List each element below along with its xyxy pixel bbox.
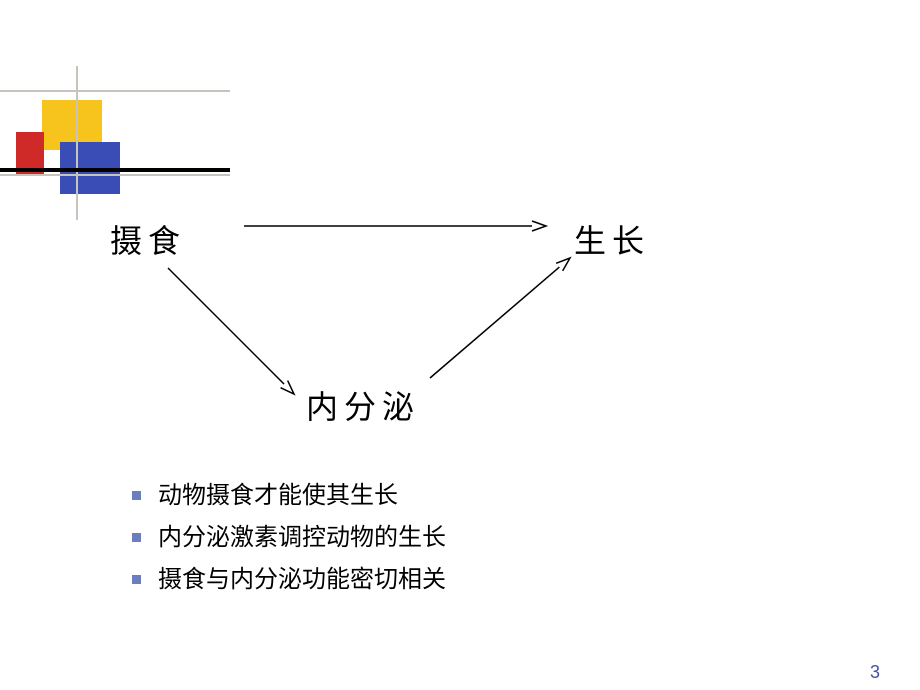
node-intake: 摄食 — [110, 216, 186, 262]
node-endocrine: 内分泌 — [306, 382, 420, 428]
list-item: 内分泌激素调控动物的生长 — [132, 520, 446, 556]
bullet-text: 摄食与内分泌功能密切相关 — [158, 567, 446, 593]
decor-bottom-gray-line — [0, 174, 230, 176]
decor-top-gray-line — [0, 90, 230, 92]
slide: 摄食 生长 内分泌 动物摄食才能使其生长 内分泌激素调控动物的生长 摄食与内分泌… — [0, 0, 920, 690]
decor-vert-gray-line — [76, 66, 78, 220]
node-growth: 生长 — [574, 216, 650, 262]
bullet-text: 内分泌激素调控动物的生长 — [158, 525, 446, 551]
bullet-list: 动物摄食才能使其生长 内分泌激素调控动物的生长 摄食与内分泌功能密切相关 — [132, 478, 446, 604]
page-number: 3 — [870, 662, 880, 683]
bullet-text: 动物摄食才能使其生长 — [158, 483, 398, 509]
list-item: 动物摄食才能使其生长 — [132, 478, 446, 514]
list-item: 摄食与内分泌功能密切相关 — [132, 562, 446, 598]
decor-black-line — [0, 168, 230, 172]
